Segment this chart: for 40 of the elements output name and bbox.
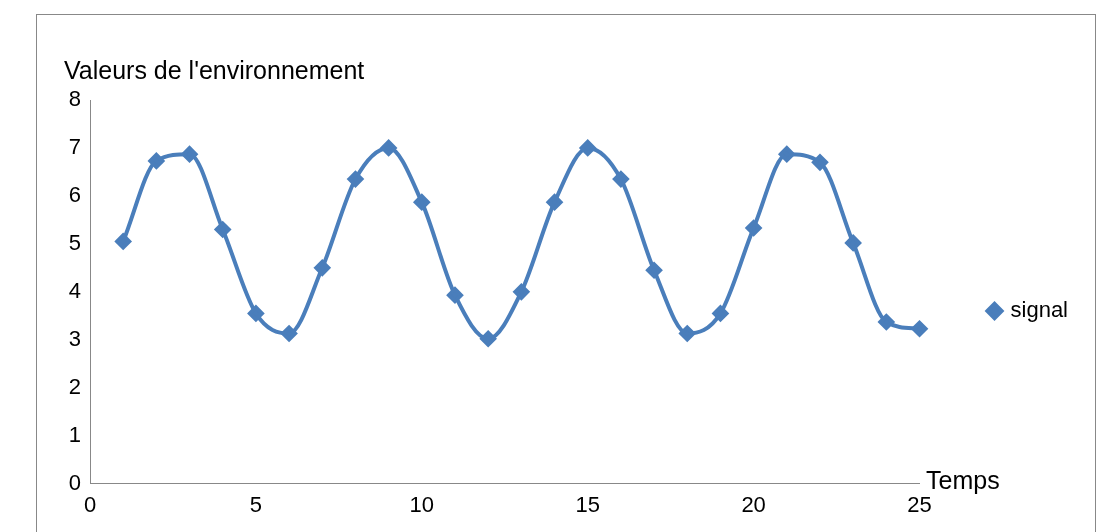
point [214, 221, 231, 238]
point [480, 330, 497, 347]
point [247, 305, 264, 322]
point [546, 194, 563, 211]
x-tick-label: 5 [249, 491, 263, 517]
point [347, 171, 364, 188]
y-tick-label: 7 [68, 134, 81, 160]
point [380, 139, 397, 156]
y-tick-label: 2 [68, 373, 81, 399]
y-tick-label: 4 [68, 277, 81, 303]
point [845, 234, 862, 251]
point [646, 262, 663, 279]
y-axis-title: Valeurs de l'environnement [64, 56, 365, 85]
y-tick-label: 8 [68, 86, 81, 112]
point [148, 152, 165, 169]
y-tick-label: 6 [68, 181, 81, 207]
point [446, 287, 463, 304]
point [778, 146, 795, 163]
point [181, 146, 198, 163]
point [579, 139, 596, 156]
x-tick-label: 20 [741, 491, 766, 517]
y-tick-label: 1 [68, 421, 81, 447]
point [911, 320, 928, 337]
point [745, 220, 762, 237]
point [878, 314, 895, 331]
y-tick-label: 5 [68, 229, 81, 255]
point [115, 233, 132, 250]
point [679, 325, 696, 342]
point [281, 325, 298, 342]
x-tick-label: 15 [575, 491, 600, 517]
point [413, 194, 430, 211]
point [612, 171, 629, 188]
y-tick-label: 0 [68, 469, 81, 495]
legend-label: signal [1010, 297, 1068, 323]
point [712, 305, 729, 322]
y-tick-label: 3 [68, 325, 81, 351]
point [811, 154, 828, 171]
x-tick-label: 10 [409, 491, 435, 517]
point [314, 259, 331, 276]
point [513, 283, 530, 300]
